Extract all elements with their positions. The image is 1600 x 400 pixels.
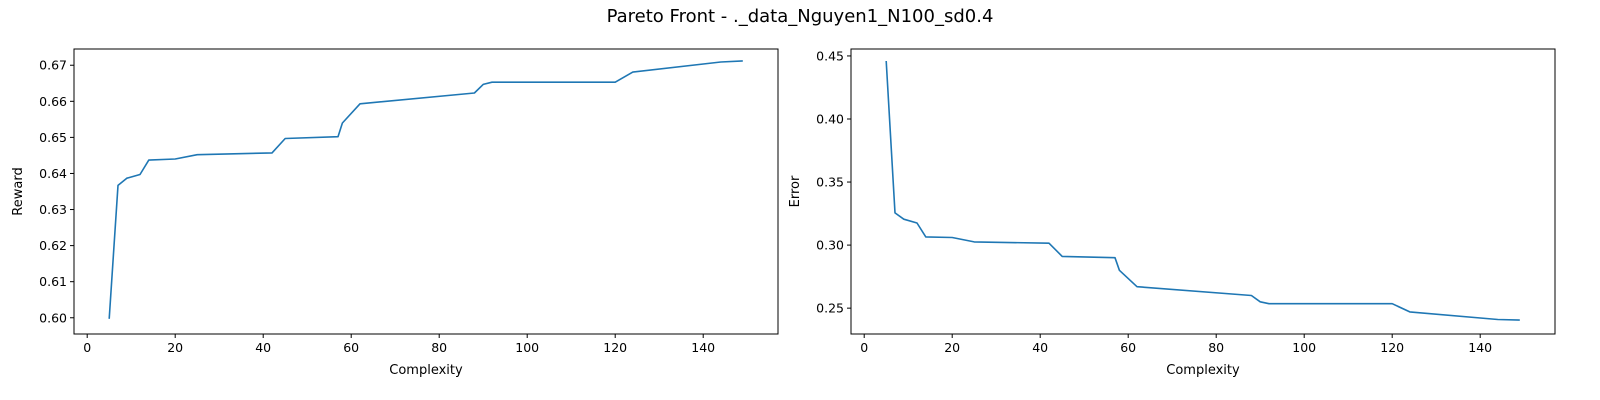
error-x-tick-label: 80: [1208, 340, 1224, 355]
reward-y-tick-label: 0.60: [39, 310, 67, 325]
reward-x-tick-label: 140: [691, 340, 715, 355]
reward-x-tick-label: 0: [83, 340, 91, 355]
error-x-tick-label: 40: [1032, 340, 1048, 355]
reward-y-tick-label: 0.65: [39, 130, 67, 145]
figure-title: Pareto Front - ._data_Nguyen1_N100_sd0.4: [607, 6, 994, 27]
reward-x-tick-label: 20: [167, 340, 183, 355]
reward-y-axis-label: Reward: [11, 167, 26, 215]
error-x-tick-label: 0: [860, 340, 868, 355]
reward-line-layer: [108, 60, 743, 319]
error-x-axis-label: Complexity: [1166, 363, 1240, 378]
error-y-tick-label: 0.40: [816, 111, 844, 126]
error-y-tick-label: 0.45: [816, 48, 844, 63]
reward-y-tick-label: 0.67: [39, 58, 67, 73]
reward-x-tick-label: 100: [515, 340, 539, 355]
error-x-tick-label: 20: [944, 340, 960, 355]
error-x-ticks: 0 20 40 60 80 100 120 140: [860, 334, 1492, 355]
reward-x-axis-label: Complexity: [389, 363, 463, 378]
reward-y-tick-label: 0.62: [39, 238, 67, 253]
reward-x-ticks: 0 20 40 60 80 100 120 140: [83, 334, 715, 355]
reward-x-tick-label: 80: [431, 340, 447, 355]
reward-y-tick-label: 0.64: [39, 166, 67, 181]
error-y-axis-label: Error: [788, 175, 803, 207]
error-panel: 0 20 40 60 80 100 120 140 0.250.300.350.400.45 …: [788, 48, 1556, 378]
error-y-tick-label: 0.30: [816, 238, 844, 253]
reward-series-line: [108, 60, 743, 319]
error-y-tick-label: 0.25: [816, 301, 844, 316]
reward-x-tick-label: 120: [603, 340, 627, 355]
error-x-tick-label: 100: [1292, 340, 1316, 355]
error-y-ticks: 0.25 0.30 0.35 0.40 0.45: [816, 48, 851, 316]
error-series-line: [885, 60, 1520, 321]
reward-axes-frame: [73, 48, 779, 335]
error-line-layer: [885, 60, 1520, 321]
reward-y-ticks: 0.60 0.61 0.62 0.63 0.64 0.65 0.66 0.67: [39, 58, 74, 325]
error-x-tick-label: 120: [1380, 340, 1404, 355]
error-y-tick-label: 0.35: [816, 175, 844, 190]
reward-y-tick-label: 0.61: [39, 274, 67, 289]
reward-y-tick-label: 0.63: [39, 202, 67, 217]
reward-y-tick-label: 0.66: [39, 94, 67, 109]
error-x-tick-label: 140: [1468, 340, 1492, 355]
reward-panel: 0 20 40 60 80 100 120 140 0.600.610.620.630.640…: [11, 48, 779, 378]
reward-x-tick-label: 60: [343, 340, 359, 355]
error-x-tick-label: 60: [1120, 340, 1136, 355]
error-axes-frame: [850, 48, 1556, 335]
reward-x-tick-label: 40: [255, 340, 271, 355]
